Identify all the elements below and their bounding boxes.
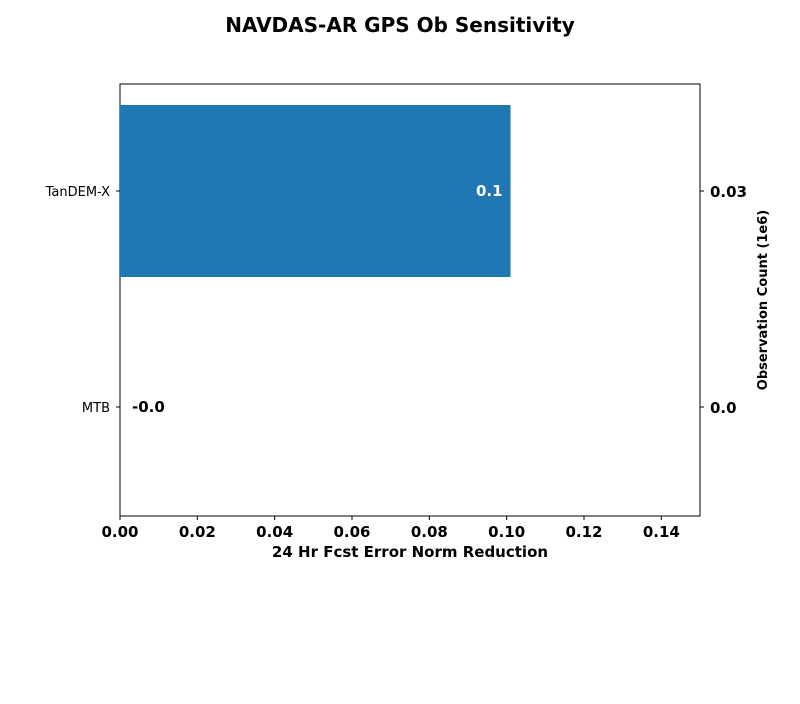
secondary-y-tick-label: 0.03 — [710, 183, 747, 201]
x-tick-label: 0.08 — [411, 523, 448, 541]
secondary-y-tick-label: 0.0 — [710, 399, 737, 417]
x-tick-label: 0.06 — [333, 523, 370, 541]
bar-value-label: 0.1 — [476, 182, 503, 200]
x-tick-label: 0.04 — [256, 523, 293, 541]
x-tick-label: 0.00 — [101, 523, 138, 541]
y-axis-ticks: TanDEM-X MTB — [45, 185, 120, 416]
bars-layer — [120, 105, 511, 277]
x-tick-label: 0.10 — [488, 523, 525, 541]
y-tick-label: MTB — [82, 401, 110, 416]
chart-title: NAVDAS-AR GPS Ob Sensitivity — [225, 13, 575, 37]
secondary-y-axis-ticks: 0.03 0.0 — [700, 183, 747, 417]
y-tick-label: TanDEM-X — [45, 185, 110, 200]
x-axis-label: 24 Hr Fcst Error Norm Reduction — [272, 543, 548, 561]
bar-value-label: -0.0 — [132, 398, 165, 416]
plot-area-frame — [119, 83, 701, 517]
bar-tandem-x — [120, 105, 511, 277]
x-axis-ticks: 0.00 0.02 0.04 0.06 0.08 0.10 0.12 0.14 — [101, 516, 680, 541]
secondary-y-axis-label: Observation Count (1e6) — [756, 210, 771, 390]
x-tick-label: 0.12 — [565, 523, 602, 541]
bar-labels-layer: 0.1 -0.0 — [132, 182, 503, 416]
x-tick-label: 0.02 — [179, 523, 216, 541]
x-tick-label: 0.14 — [643, 523, 680, 541]
